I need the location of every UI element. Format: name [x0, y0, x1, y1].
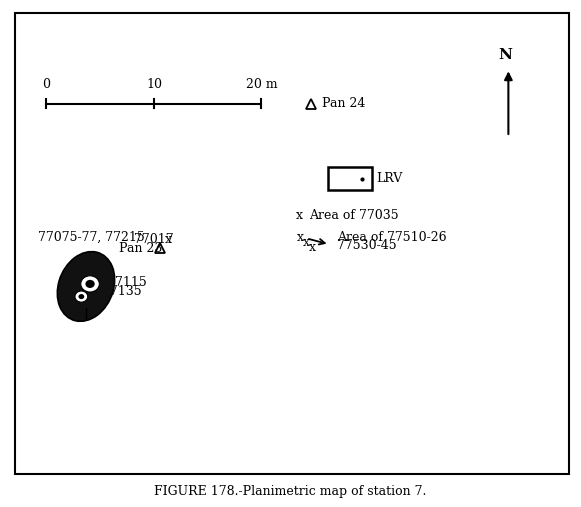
- Text: x: x: [309, 241, 315, 254]
- Text: Pan 24: Pan 24: [322, 97, 366, 111]
- Text: FIGURE 178.-Planimetric map of station 7.: FIGURE 178.-Planimetric map of station 7…: [155, 485, 426, 498]
- Text: x: x: [165, 233, 172, 246]
- Ellipse shape: [81, 276, 99, 292]
- Text: 77017: 77017: [134, 233, 173, 246]
- Text: Area of 77510-26: Area of 77510-26: [337, 231, 447, 244]
- Bar: [328, 167, 372, 190]
- Text: -77115: -77115: [103, 276, 147, 289]
- Text: 20 m: 20 m: [246, 78, 277, 91]
- Text: x: x: [296, 209, 303, 222]
- Text: 0: 0: [42, 78, 51, 91]
- Text: x: x: [303, 236, 310, 249]
- Text: Pan 23: Pan 23: [119, 242, 163, 255]
- Text: N: N: [498, 48, 512, 62]
- Text: 10: 10: [146, 78, 162, 91]
- Text: 77530-45: 77530-45: [337, 239, 397, 252]
- Text: LRV: LRV: [376, 172, 403, 186]
- Text: x: x: [297, 231, 304, 244]
- Ellipse shape: [75, 291, 88, 302]
- Ellipse shape: [78, 294, 84, 299]
- Ellipse shape: [58, 251, 114, 321]
- Ellipse shape: [85, 280, 95, 288]
- Text: 77135: 77135: [102, 285, 141, 298]
- Text: 77075-77, 77215: 77075-77, 77215: [38, 231, 145, 244]
- Text: Area of 77035: Area of 77035: [309, 209, 399, 222]
